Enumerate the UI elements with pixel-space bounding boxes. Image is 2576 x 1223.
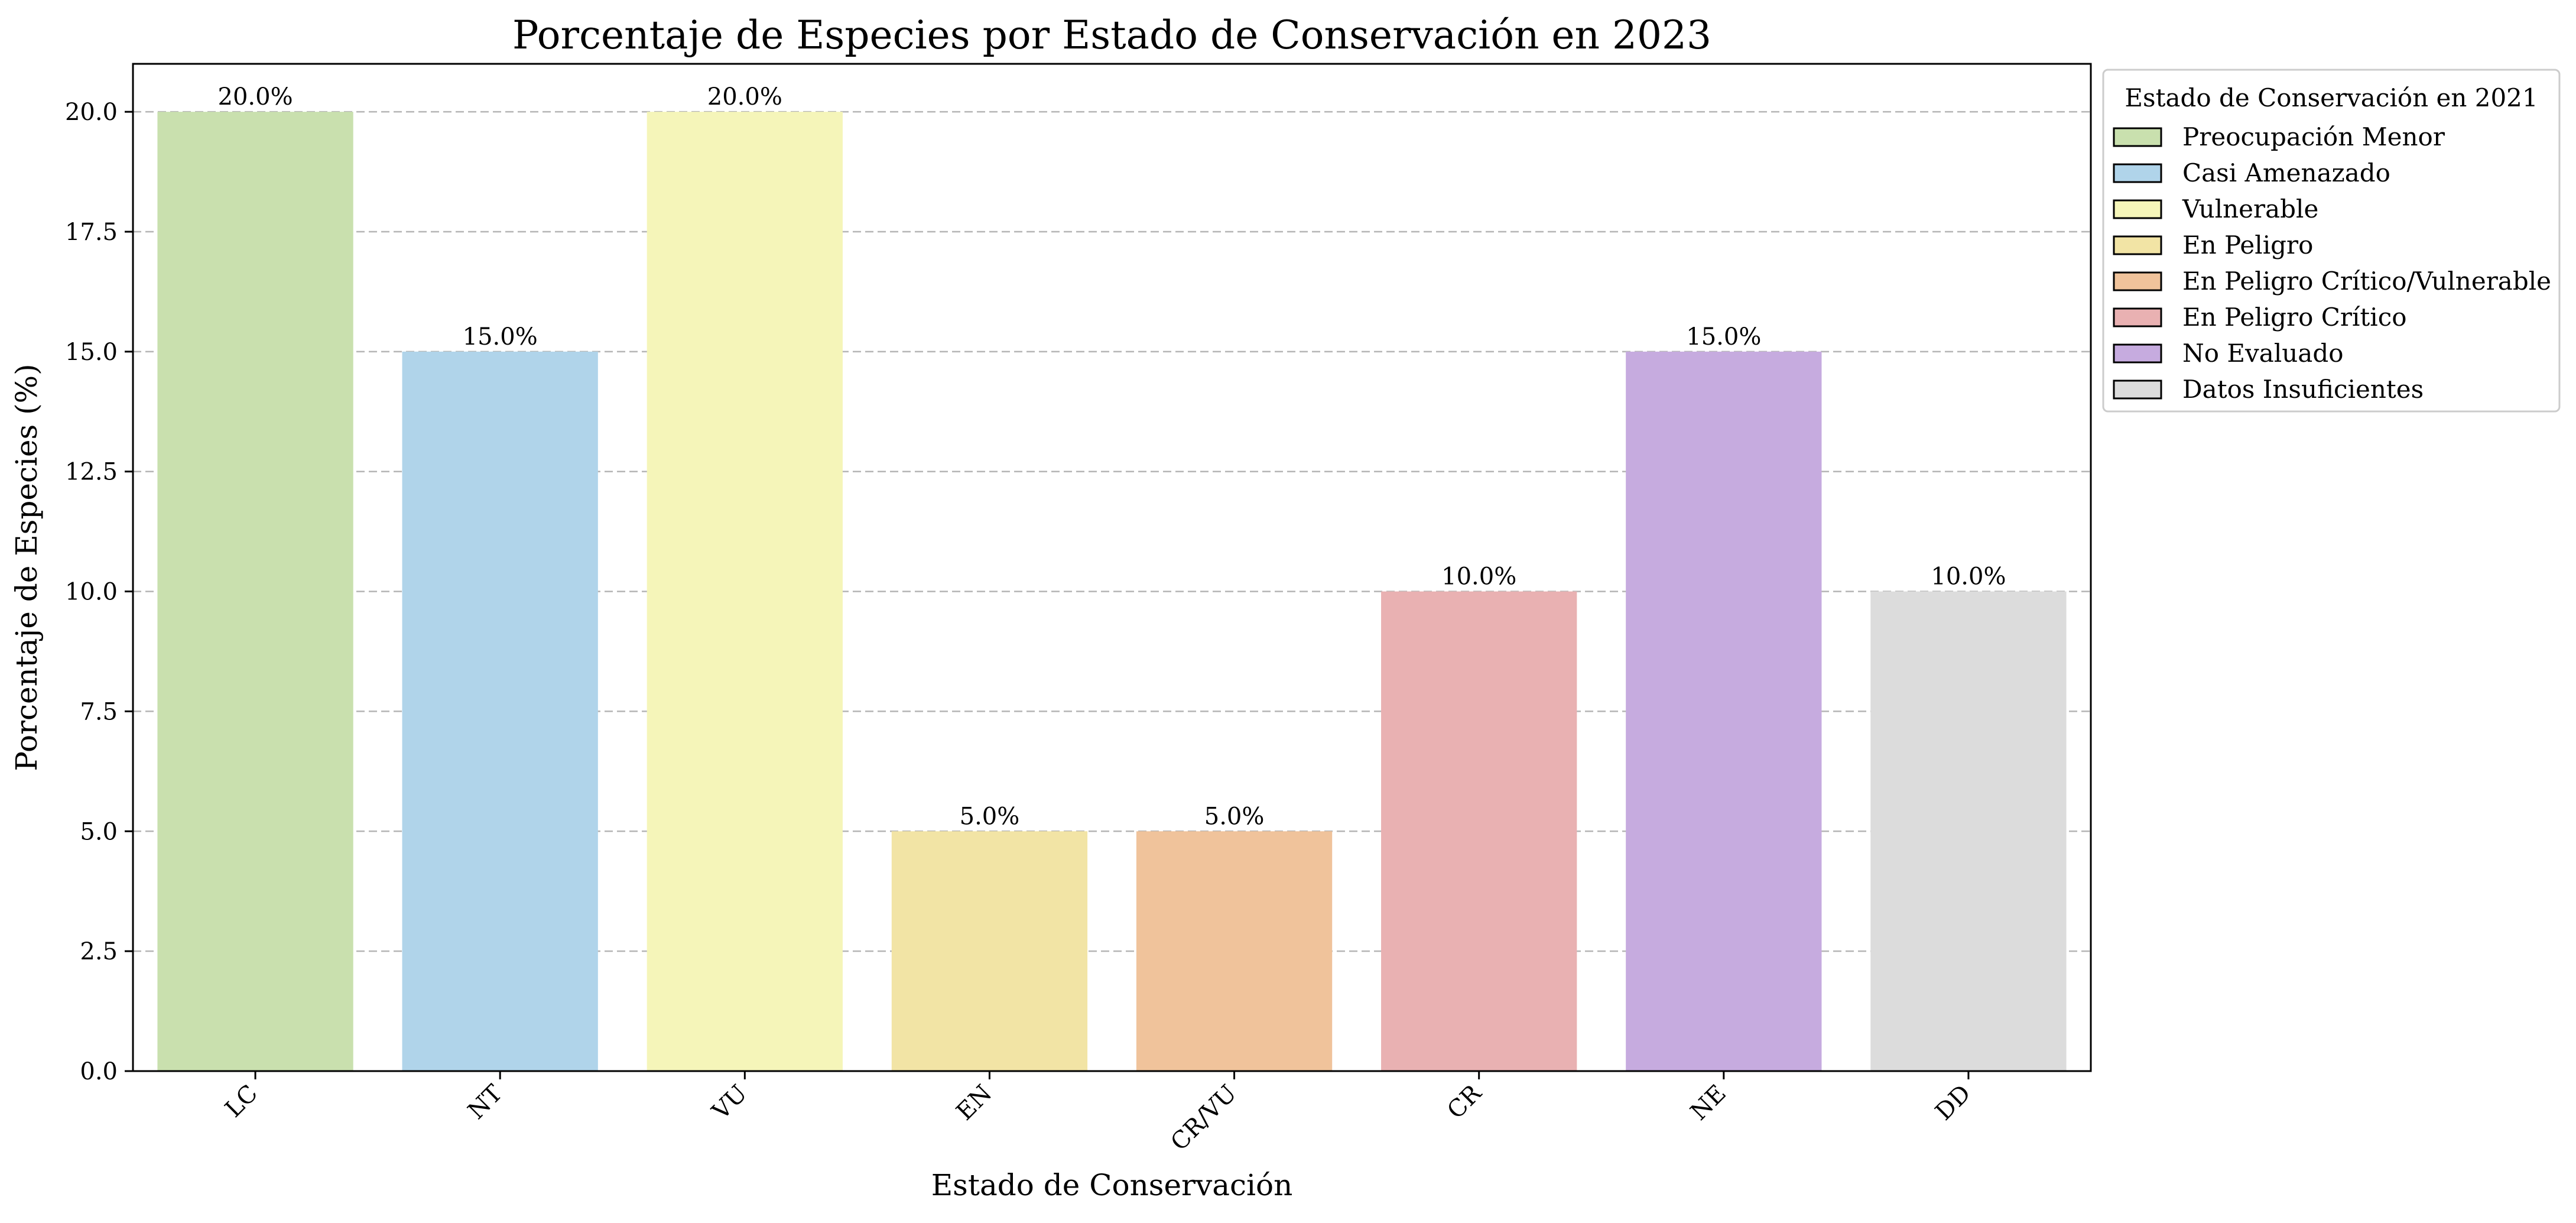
- legend-title: Estado de Conservación en 2021: [2125, 83, 2538, 112]
- legend-swatch: [2113, 379, 2162, 400]
- legend-swatch: [2113, 163, 2162, 183]
- y-tick-label: 7.5: [80, 698, 118, 725]
- bar-value-label: 5.0%: [1204, 803, 1265, 830]
- y-axis-title: Porcentaje de Especies (%): [9, 364, 44, 771]
- y-tick-label: 2.5: [80, 938, 118, 965]
- bar-value-label: 20.0%: [707, 83, 782, 111]
- legend-swatch: [2113, 199, 2162, 219]
- legend-frame: [2102, 69, 2561, 413]
- y-axis: 0.0 2.5 5.0 7.5 10.0 12.5 15.0 17.5 20.0: [65, 99, 133, 1085]
- bar-value-label: 15.0%: [1686, 323, 1761, 351]
- bar-value-label: 10.0%: [1441, 563, 1516, 591]
- y-tick-label: 0.0: [80, 1058, 118, 1085]
- bar-value-label: 10.0%: [1931, 563, 2006, 591]
- y-tick-label: 5.0: [80, 818, 118, 845]
- bar-ne: [1626, 351, 1822, 1071]
- legend-entry-label: No Evaluado: [2182, 339, 2344, 368]
- y-tick-label: 12.5: [65, 459, 118, 486]
- legend-entry-label: Datos Insuficientes: [2182, 375, 2424, 404]
- legend-entry-label: En Peligro Crítico: [2182, 303, 2407, 332]
- bar-dd: [1870, 591, 2067, 1071]
- legend-swatch: [2113, 307, 2162, 327]
- legend-entry-label: Preocupación Menor: [2182, 122, 2445, 151]
- legend-swatch: [2113, 127, 2162, 147]
- bar-value-label: 5.0%: [960, 803, 1020, 830]
- bar-cr: [1381, 591, 1577, 1071]
- y-tick-label: 10.0: [65, 579, 118, 606]
- bars: [157, 112, 2067, 1072]
- bar-value-label: 15.0%: [463, 323, 538, 351]
- chart-title: Porcentaje de Especies por Estado de Con…: [512, 12, 1711, 58]
- y-tick-label: 20.0: [65, 99, 118, 126]
- legend-entry-label: En Peligro Crítico/Vulnerable: [2182, 267, 2551, 296]
- legend-entry-label: Vulnerable: [2182, 194, 2318, 223]
- legend-entry-label: En Peligro: [2182, 231, 2313, 259]
- y-tick-label: 17.5: [65, 219, 118, 246]
- legend-swatch: [2113, 235, 2162, 255]
- bar-nt: [402, 351, 598, 1071]
- bar-value-label: 20.0%: [218, 83, 293, 111]
- legend-swatch: [2113, 271, 2162, 291]
- x-axis-title: Estado de Conservación: [931, 1168, 1293, 1202]
- legend: Estado de Conservación en 2021 Preocupac…: [2102, 69, 2561, 413]
- y-tick-label: 15.0: [65, 339, 118, 366]
- plot-frame: [132, 63, 2092, 1072]
- legend-entry-label: Casi Amenazado: [2182, 158, 2390, 187]
- legend-swatch: [2113, 343, 2162, 364]
- bar-lc: [157, 112, 353, 1072]
- bar-vu: [647, 112, 843, 1072]
- bar-en: [891, 831, 1088, 1071]
- bar-cr-vu: [1136, 831, 1333, 1071]
- data-labels: 20.0% 15.0% 20.0% 5.0% 5.0% 10.0% 15.0% 10.0%: [218, 83, 2006, 830]
